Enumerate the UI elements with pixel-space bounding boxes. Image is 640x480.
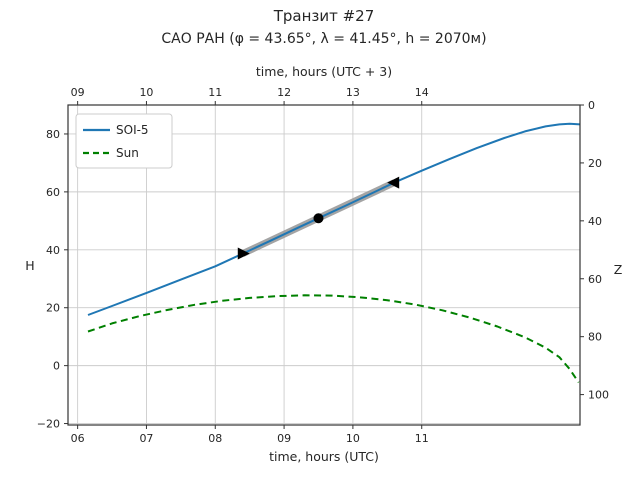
x-tick-label-top: 09	[71, 86, 85, 99]
series-line-sun	[87, 294, 580, 383]
y-tick-label-left: 0	[53, 360, 60, 373]
data-layer	[87, 122, 581, 383]
chart-subtitle: САО РАН (φ = 43.65°, λ = 41.45°, h = 207…	[161, 31, 486, 47]
legend-label-sun: Sun	[116, 146, 139, 160]
tick-layer: 06 07 08 09 10 11 09 10 11 12 13 14 −20 0 20 40 60 80 0 20 4…	[37, 86, 609, 445]
legend-label-soi5: SOI-5	[116, 123, 149, 137]
y-tick-label-right: 40	[588, 215, 602, 228]
x-tick-label-bottom: 07	[139, 432, 153, 445]
x-tick-label-top: 14	[415, 86, 429, 99]
transit-start-marker	[237, 247, 250, 260]
bottom-axis-label: time, hours (UTC)	[269, 449, 379, 464]
chart-title: Транзит #27	[273, 7, 375, 25]
transit-mid-marker	[313, 213, 324, 224]
legend-box	[75, 113, 173, 169]
y-tick-label-left: 40	[46, 244, 60, 257]
x-tick-label-bottom: 09	[277, 432, 291, 445]
transit-end-marker	[387, 176, 400, 189]
y-tick-label-right: 80	[588, 331, 602, 344]
left-axis-label: H	[25, 258, 34, 273]
x-tick-label-bottom: 06	[71, 432, 85, 445]
x-tick-label-bottom: 08	[208, 432, 222, 445]
x-tick-label-top: 13	[346, 86, 360, 99]
x-tick-label-bottom: 10	[346, 432, 360, 445]
series-line-soi-5	[87, 122, 581, 316]
y-tick-label-left: −20	[37, 418, 60, 431]
right-axis-label: Z	[614, 262, 623, 277]
top-axis-label: time, hours (UTC + 3)	[256, 64, 392, 79]
y-tick-label-right: 100	[588, 389, 609, 402]
y-tick-label-left: 20	[46, 302, 60, 315]
y-tick-label-left: 80	[46, 128, 60, 141]
legend: SOI-5 Sun	[75, 113, 173, 169]
y-tick-label-right: 60	[588, 273, 602, 286]
x-tick-label-top: 11	[208, 86, 222, 99]
plot-frame	[67, 104, 581, 426]
x-tick-label-top: 10	[139, 86, 153, 99]
y-tick-label-right: 0	[588, 99, 595, 112]
x-tick-label-top: 12	[277, 86, 291, 99]
x-tick-label-bottom: 11	[415, 432, 429, 445]
y-tick-label-left: 60	[46, 186, 60, 199]
y-tick-label-right: 20	[588, 157, 602, 170]
